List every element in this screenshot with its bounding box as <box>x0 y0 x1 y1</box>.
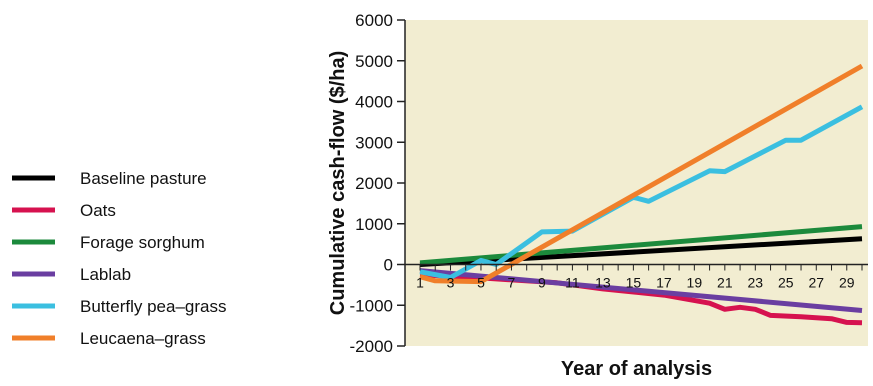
y-tick-label: 3000 <box>355 133 393 152</box>
series-line-5 <box>419 63 864 285</box>
y-tick-label: -2000 <box>350 337 393 356</box>
x-tick-label: 7 <box>508 275 516 291</box>
series-layer <box>419 63 864 326</box>
x-tick-label: 1 <box>416 275 424 291</box>
legend-label: Leucaena–grass <box>80 329 206 348</box>
y-tick-label: 4000 <box>355 93 393 112</box>
series-line-2 <box>419 224 863 266</box>
x-tick-label: 27 <box>808 275 824 291</box>
x-tick-label: 25 <box>778 275 794 291</box>
legend-label: Forage sorghum <box>80 233 205 252</box>
x-tick-label: 19 <box>687 275 703 291</box>
y-tick-label: -1000 <box>350 296 393 315</box>
legend-label: Lablab <box>80 265 131 284</box>
x-tick-label: 23 <box>748 275 764 291</box>
x-tick-label: 29 <box>839 275 855 291</box>
legend-label: Baseline pasture <box>80 169 207 188</box>
x-tick-label: 11 <box>565 275 580 291</box>
x-tick-label: 5 <box>477 275 485 291</box>
y-tick-label: 2000 <box>355 174 393 193</box>
x-tick-label: 15 <box>626 275 642 291</box>
y-tick-label: 1000 <box>355 215 393 234</box>
series-line-0 <box>419 236 863 267</box>
legend: Baseline pasture Oats Forage sorghum Lablab… <box>12 169 226 348</box>
y-tick-label: 6000 <box>355 11 393 30</box>
x-tick-label: 21 <box>717 275 733 291</box>
plot-area <box>405 20 868 346</box>
y-axis-title: Cumulative cash-flow ($/ha) <box>327 51 349 316</box>
y-tick-label: 0 <box>384 256 393 275</box>
x-tick-label: 9 <box>538 275 546 291</box>
x-axis-title: Year of analysis <box>561 358 712 380</box>
x-tick-label: 3 <box>447 275 455 291</box>
legend-label: Oats <box>80 201 116 220</box>
legend-label: Butterfly pea–grass <box>80 297 226 316</box>
x-tick-label: 17 <box>656 275 672 291</box>
y-tick-label: 5000 <box>355 52 393 71</box>
x-tick-label: 13 <box>595 275 611 291</box>
